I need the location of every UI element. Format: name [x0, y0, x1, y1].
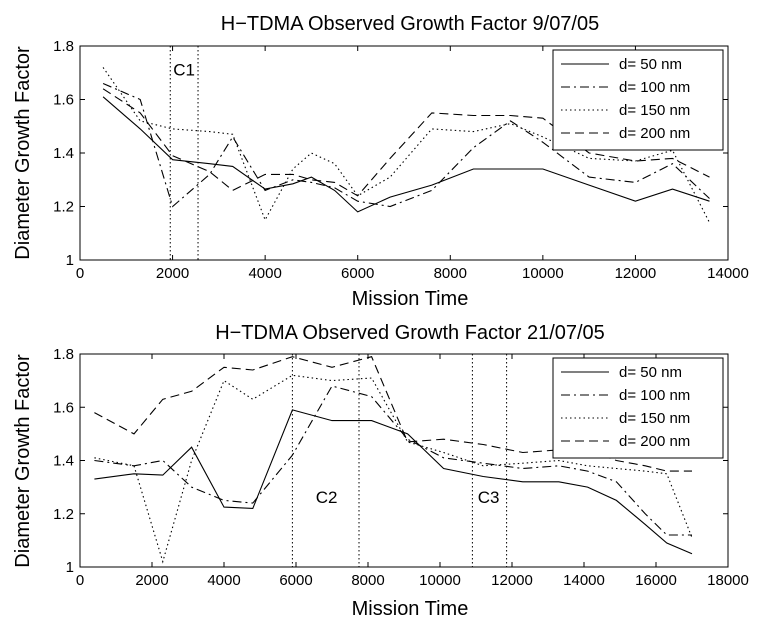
series-line	[102, 67, 710, 223]
x-tick-label: 4000	[248, 265, 281, 282]
x-tick-label: 16000	[635, 572, 677, 589]
x-tick-label: 14000	[707, 265, 749, 282]
series-line	[94, 385, 692, 536]
x-tick-label: 10000	[522, 265, 564, 282]
y-tick-label: 1.6	[53, 92, 74, 109]
x-tick-label: 2000	[156, 265, 189, 282]
legend-label: d= 50 nm	[619, 364, 682, 381]
x-tick-label: 14000	[563, 572, 605, 589]
x-tick-label: 2000	[135, 572, 168, 589]
x-axis-label: Mission Time	[352, 598, 469, 618]
y-tick-label: 1.8	[53, 346, 74, 363]
x-axis-label: Mission Time	[352, 288, 469, 310]
region-label: C3	[478, 488, 500, 507]
x-tick-label: 6000	[341, 265, 374, 282]
series-layer	[102, 67, 710, 223]
legend-label: d= 50 nm	[619, 56, 682, 73]
region-label: C2	[316, 488, 338, 507]
series-line	[94, 356, 692, 472]
legend-label: d= 150 nm	[619, 102, 690, 119]
chart-title: H−TDMA Observed Growth Factor 9/07/05	[221, 13, 600, 35]
y-tick-label: 1	[66, 559, 74, 576]
legend-label: d= 100 nm	[619, 387, 690, 404]
x-tick-label: 12000	[491, 572, 533, 589]
y-tick-label: 1.2	[53, 506, 74, 523]
y-tick-label: 1.2	[53, 199, 74, 216]
y-axis-label: Diameter Growth Factor	[12, 46, 34, 260]
x-tick-label: 8000	[351, 572, 384, 589]
annotations: C2 C3	[316, 488, 500, 507]
x-tick-label: 6000	[279, 572, 312, 589]
series-line	[94, 374, 693, 564]
y-tick-label: 1.6	[53, 399, 74, 416]
legend-label: d= 200 nm	[619, 433, 690, 450]
axis-ticks: 0 2000 4000 6000 8000 10000 12000 14000 1 1.2 1.4 1…	[53, 38, 749, 282]
x-tick-label: 0	[76, 265, 84, 282]
legend: d= 50 nm d= 100 nm d= 150 nm d= 200 nm	[552, 49, 724, 151]
chart-top: H−TDMA Observed Growth Factor 9/07/05 Di…	[12, 13, 749, 310]
series-line	[102, 96, 710, 213]
legend-label: d= 100 nm	[619, 79, 690, 96]
chart-title: H−TDMA Observed Growth Factor 21/07/05	[215, 322, 605, 344]
series-line	[102, 88, 710, 197]
y-tick-label: 1.4	[53, 453, 74, 470]
annotations: C1	[173, 60, 195, 79]
x-tick-label: 8000	[434, 265, 467, 282]
y-tick-label: 1.4	[53, 145, 74, 162]
x-tick-label: 18000	[707, 572, 749, 589]
x-tick-label: 4000	[207, 572, 240, 589]
chart-bottom: H−TDMA Observed Growth Factor 21/07/05 D…	[12, 322, 749, 618]
y-tick-label: 1	[66, 252, 74, 269]
y-axis-label: Diameter Growth Factor	[12, 354, 34, 568]
x-tick-label: 0	[76, 572, 84, 589]
region-label: C1	[173, 60, 195, 79]
legend: d= 50 nm d= 100 nm d= 150 nm d= 200 nm	[552, 357, 724, 459]
region-markers	[291, 354, 508, 567]
legend-label: d= 200 nm	[619, 125, 690, 142]
legend-label: d= 150 nm	[619, 410, 690, 427]
y-tick-label: 1.8	[53, 38, 74, 55]
x-tick-label: 10000	[419, 572, 461, 589]
x-tick-label: 12000	[615, 265, 657, 282]
series-line	[102, 82, 710, 208]
axis-ticks: 0 2000 4000 6000 8000 10000 12000 14000 16000 180…	[53, 346, 749, 589]
series-layer	[94, 356, 693, 564]
series-line	[94, 409, 693, 555]
